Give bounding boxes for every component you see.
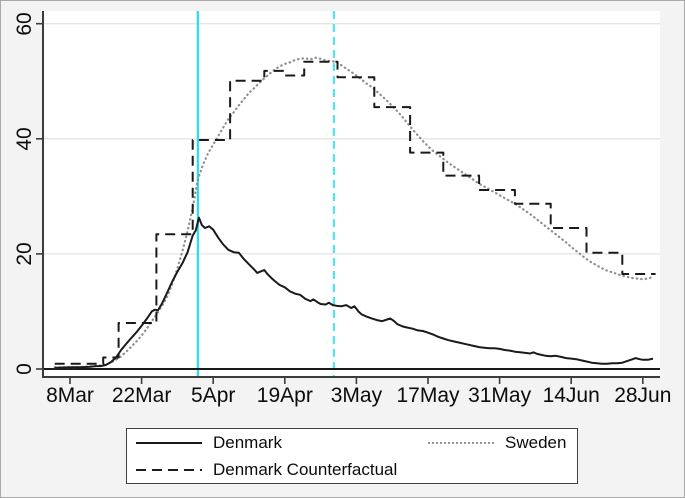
plot-area: [43, 11, 660, 377]
legend-label: Denmark Counterfactual: [213, 459, 398, 479]
dashed-line-key-icon: [136, 468, 202, 471]
x-tick-label: 22Mar: [111, 384, 172, 407]
x-tick-label: 31May: [468, 384, 532, 407]
legend-item-denmark-counterfactual: Denmark Counterfactual: [136, 460, 428, 480]
chart-legend: Denmark Sweden Denmark Counterfactual: [126, 428, 578, 484]
x-tick-label: 19Apr: [256, 384, 313, 407]
dotted-line-key-icon: [428, 441, 494, 444]
y-tick-label: 60: [13, 12, 36, 36]
legend-label: Denmark: [213, 432, 282, 452]
x-tick-label: 3May: [330, 384, 383, 407]
x-tick-label: 5Apr: [191, 384, 236, 407]
x-tick-label: 28Jun: [614, 384, 672, 407]
x-tick-label: 17May: [396, 384, 460, 407]
legend-item-denmark: Denmark: [136, 433, 428, 453]
x-tick-label: 14Jun: [542, 384, 600, 407]
legend-item-sweden: Sweden: [428, 433, 577, 453]
y-tick-label: 20: [13, 242, 36, 266]
x-tick-label: 8Mar: [46, 384, 94, 407]
y-tick-label: 40: [13, 127, 36, 151]
y-tick-label: 0: [13, 363, 36, 375]
legend-label: Sweden: [505, 432, 567, 452]
solid-line-key-icon: [136, 441, 202, 444]
